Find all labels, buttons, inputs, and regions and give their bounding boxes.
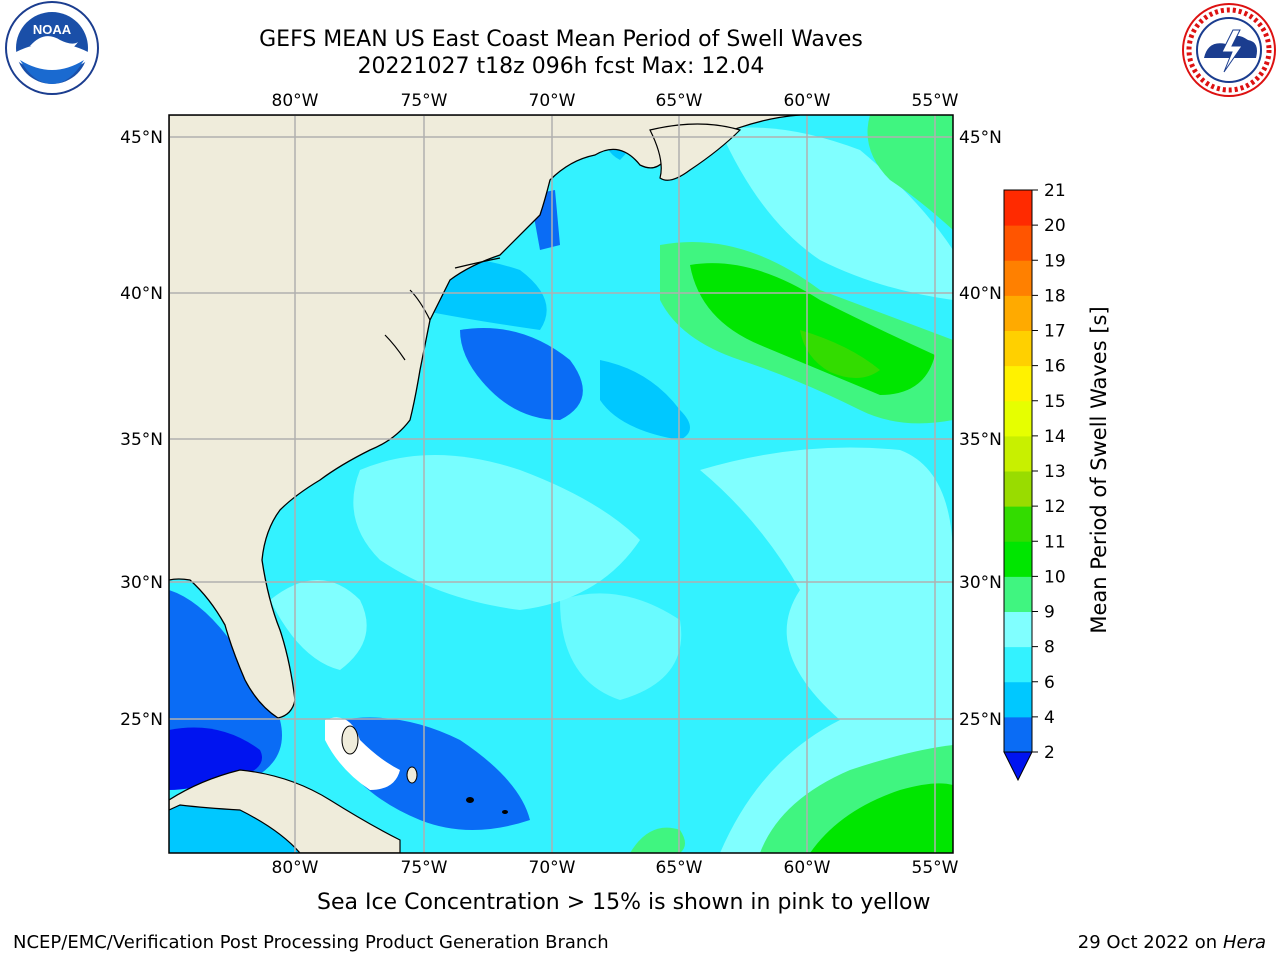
colorbar-tick-label: 12 xyxy=(1044,497,1066,517)
swell-region-8to9 xyxy=(720,127,953,300)
noaa-logo: NOAA xyxy=(5,1,99,95)
land-nova-scotia xyxy=(649,123,742,181)
lat-label: 35°N xyxy=(120,430,163,450)
colorbar-tick-label: 9 xyxy=(1044,603,1055,623)
lon-labels-top: 80°W 75°W 70°W 65°W 60°W 55°W xyxy=(272,91,959,111)
colorbar-extend-arrow xyxy=(1003,751,1033,782)
map-frame xyxy=(168,114,954,854)
noaa-logo-text: NOAA xyxy=(33,22,72,37)
colorbar-segment xyxy=(1004,646,1032,683)
lon-label: 70°W xyxy=(529,91,576,111)
swell-region-11to12 xyxy=(800,330,880,379)
colorbar-segment xyxy=(1004,611,1032,648)
footer-date: 29 Oct 2022 on Hera xyxy=(1078,932,1266,953)
lon-label: 75°W xyxy=(401,858,448,878)
swell-region-9to10 xyxy=(867,115,953,230)
colorbar-tick-label: 16 xyxy=(1044,357,1066,377)
colorbar-segment xyxy=(1004,681,1032,718)
lon-label: 65°W xyxy=(656,91,703,111)
lat-label: 25°N xyxy=(959,710,1002,730)
lon-label: 60°W xyxy=(784,91,831,111)
colorbar-tick-label: 18 xyxy=(1044,286,1066,306)
colorbar-segment xyxy=(1004,190,1032,226)
colorbar-tick-label: 6 xyxy=(1044,673,1055,693)
colorbar-segment xyxy=(1004,400,1032,437)
lat-label: 40°N xyxy=(959,284,1002,304)
colorbar-tick-label: 4 xyxy=(1044,708,1055,728)
colorbar-tick-label: 11 xyxy=(1044,532,1066,552)
lon-label: 80°W xyxy=(272,91,319,111)
colorbar-segment xyxy=(1004,365,1032,402)
land-island xyxy=(502,810,508,814)
colorbar-segment xyxy=(1004,506,1032,542)
lat-label: 45°N xyxy=(120,128,163,148)
lon-labels-bottom: 80°W 75°W 70°W 65°W 60°W 55°W xyxy=(272,858,959,878)
colorbar-tick-label: 20 xyxy=(1044,216,1066,236)
swell-region-2to4 xyxy=(340,717,530,830)
colorbar-tick-label: 14 xyxy=(1044,427,1066,447)
colorbar-segment xyxy=(1004,225,1032,261)
colorbar-tick-label: 2 xyxy=(1044,743,1055,763)
colorbar-tick-label: 17 xyxy=(1044,322,1066,342)
colorbar: 2 4 6 8 9 10 11 12 13 14 15 16 17 18 19 20 21 xyxy=(1003,181,1066,782)
nws-logo xyxy=(1182,3,1276,97)
lon-label: 80°W xyxy=(272,858,319,878)
colorbar-tick-label: 21 xyxy=(1044,181,1066,201)
lat-label: 40°N xyxy=(120,284,163,304)
footer-date-text: 29 Oct 2022 on xyxy=(1077,932,1223,953)
footer-host: Hera xyxy=(1222,932,1266,953)
colorbar-segment xyxy=(1004,260,1032,296)
swell-region-8to9 xyxy=(560,593,682,700)
lon-label: 70°W xyxy=(529,858,576,878)
colorbar-tick-label: 8 xyxy=(1044,638,1055,658)
lat-label: 25°N xyxy=(120,710,163,730)
lon-label: 60°W xyxy=(784,858,831,878)
grid-lines xyxy=(169,115,953,853)
swell-region-8to9 xyxy=(270,580,367,670)
colorbar-segment xyxy=(1004,295,1032,331)
colorbar-segment xyxy=(1004,330,1032,367)
map-panel xyxy=(169,115,953,853)
colorbar-segment xyxy=(1004,541,1032,577)
swell-region-8to9 xyxy=(353,455,640,610)
colorbar-tick-label: 15 xyxy=(1044,392,1066,412)
swell-region-10to11 xyxy=(810,783,953,853)
sea-ice-note: Sea Ice Concentration > 15% is shown in … xyxy=(317,890,931,915)
lon-label: 65°W xyxy=(656,858,703,878)
land-island xyxy=(466,797,474,803)
swell-region-4to6 xyxy=(600,360,690,440)
colorbar-tick-label: 13 xyxy=(1044,462,1066,482)
chart-subtitle-forecast: 20221027 t18z 096h fcst Max: 12.04 xyxy=(357,54,765,79)
footer-credit: NCEP/EMC/Verification Post Processing Pr… xyxy=(13,932,609,953)
lat-label: 30°N xyxy=(959,573,1002,593)
lat-label: 30°N xyxy=(120,573,163,593)
lat-labels-left: 45°N 40°N 35°N 30°N 25°N xyxy=(120,128,163,730)
land-cuba xyxy=(169,769,401,853)
colorbar-segment xyxy=(1004,471,1032,507)
colorbar-label: Mean Period of Swell Waves [s] xyxy=(1087,306,1111,633)
lat-label: 35°N xyxy=(959,430,1002,450)
colorbar-tick-label: 10 xyxy=(1044,567,1066,587)
colorbar-segment xyxy=(1004,716,1032,753)
swell-region-10to11 xyxy=(690,263,935,395)
land-north-america xyxy=(169,115,801,719)
land-island xyxy=(406,766,418,784)
colorbar-segment xyxy=(1004,576,1032,612)
land-island xyxy=(341,725,359,755)
lon-label: 55°W xyxy=(912,91,959,111)
lon-label: 75°W xyxy=(401,91,448,111)
colorbar-tick-label: 19 xyxy=(1044,251,1066,271)
colorbar-segment xyxy=(1004,435,1032,472)
swell-region-8to9 xyxy=(700,447,953,853)
chart-title: GEFS MEAN US East Coast Mean Period of S… xyxy=(259,27,863,52)
lat-label: 45°N xyxy=(959,128,1002,148)
lon-label: 55°W xyxy=(912,858,959,878)
coast-detail xyxy=(384,257,501,361)
lat-labels-right: 45°N 40°N 35°N 30°N 25°N xyxy=(959,128,1002,730)
swell-region-9to10 xyxy=(630,827,685,853)
